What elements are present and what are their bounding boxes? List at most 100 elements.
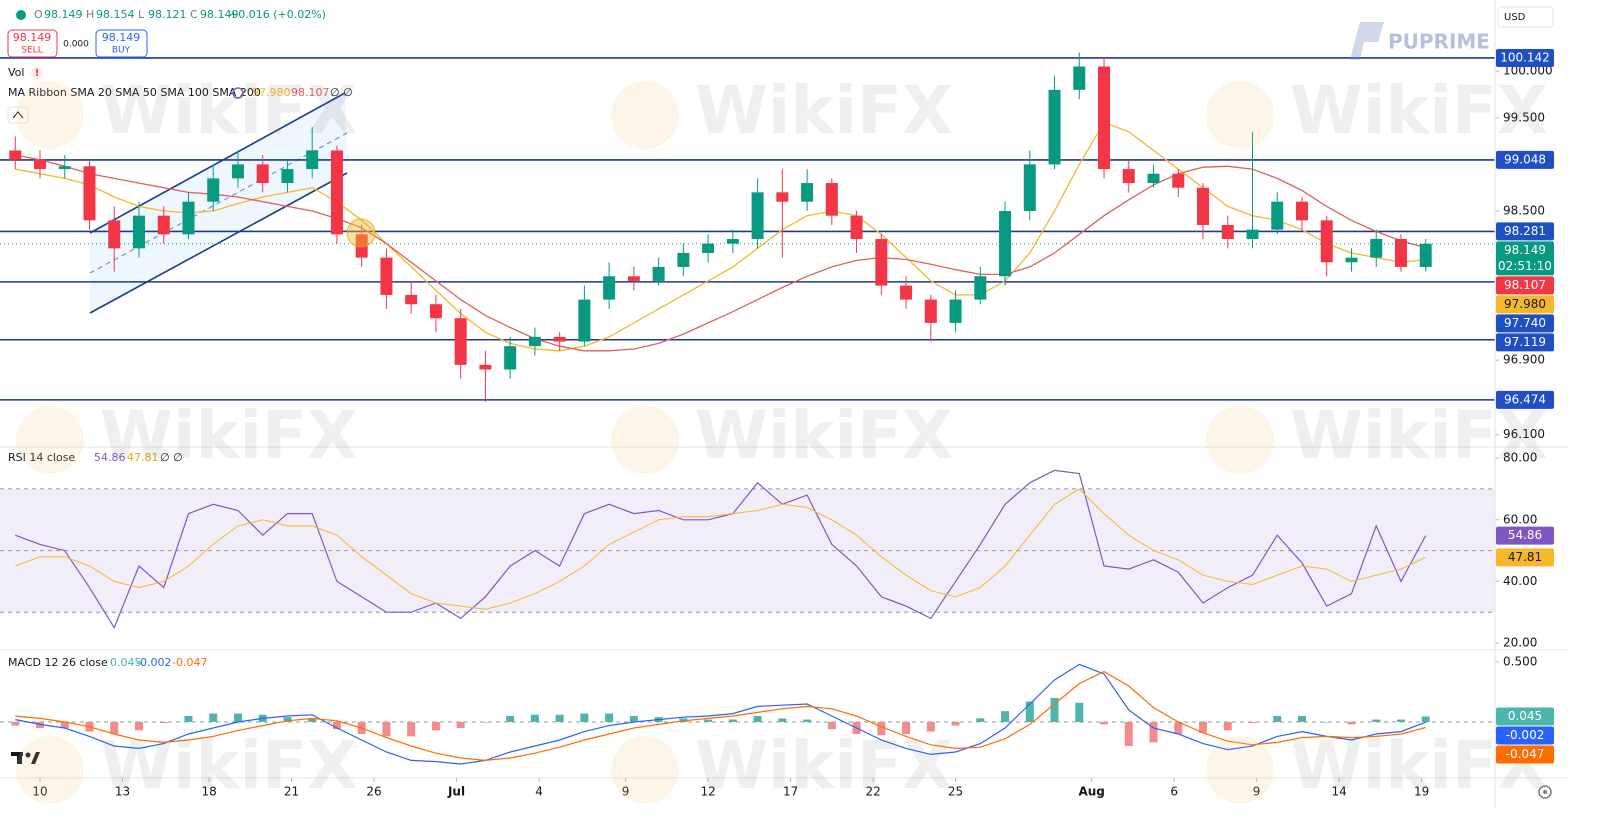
y-tick-label: 98.500	[1503, 204, 1545, 218]
candle-body	[875, 238, 888, 286]
histogram-bar	[1025, 701, 1034, 722]
watermark: WikiFX	[100, 72, 358, 149]
candle-body	[207, 178, 220, 202]
sell-button[interactable]	[7, 29, 58, 58]
buy-price: 98.149	[102, 31, 141, 44]
watermark-icon	[16, 81, 84, 149]
rsi-legend: RSI 14 close	[8, 451, 75, 464]
price-tag	[1496, 526, 1554, 545]
histogram-bar	[605, 713, 614, 722]
macd-legend-value: -0.002	[136, 656, 171, 669]
buy-button[interactable]	[95, 29, 148, 58]
x-tick-label: 18	[201, 785, 216, 799]
candle-body	[355, 234, 368, 258]
histogram-bar	[159, 721, 168, 724]
x-tick-label: 14	[1331, 785, 1346, 799]
candle-body	[603, 276, 616, 300]
ohlc-value: 98.149	[44, 8, 83, 21]
candle-body	[924, 299, 937, 323]
candle-body	[652, 266, 665, 281]
ohlc-label: O	[34, 8, 43, 21]
sell-price: 98.149	[13, 31, 52, 44]
candle-body	[1122, 169, 1135, 184]
histogram-bar	[11, 721, 20, 726]
histogram-bar	[1223, 721, 1232, 731]
histogram-bar	[506, 715, 515, 722]
y-tick-label: 99.500	[1503, 110, 1545, 124]
histogram-bar	[1174, 721, 1183, 734]
candle-body	[58, 166, 71, 170]
settings-icon[interactable]	[1538, 785, 1552, 799]
macd-line	[15, 663, 1426, 765]
price-tag	[1496, 222, 1554, 241]
x-tick-label: 4	[535, 785, 543, 799]
watermark-icon	[611, 736, 679, 804]
macd-legend-value: -0.047	[172, 656, 207, 669]
candle-body	[1295, 201, 1308, 221]
candle-body	[1370, 238, 1383, 258]
price-tag-label: 96.474	[1504, 392, 1546, 406]
channel-lower	[89, 172, 348, 314]
watermark: WikiFX	[695, 72, 953, 149]
collapse-button[interactable]	[7, 106, 29, 124]
histogram-bar	[1297, 715, 1306, 722]
histogram-bar	[1347, 721, 1356, 725]
histogram-bar	[283, 717, 292, 722]
y-tick-label: 0.500	[1503, 654, 1537, 668]
candle-body	[1172, 173, 1185, 188]
x-tick-label: Jul	[447, 785, 465, 799]
histogram-bar	[233, 713, 242, 722]
y-tick-label: 96.900	[1503, 353, 1545, 367]
warning-mark: !	[35, 68, 40, 79]
candle-body	[999, 211, 1012, 277]
watermark: WikiFX	[100, 397, 358, 474]
candle-body	[9, 150, 22, 160]
plot-area: 10 13 18 21 26 Jul 4 9 12 17 22 25 Aug 6 9 14 19 100.000 9…	[0, 52, 1553, 799]
x-tick-label: 26	[366, 785, 381, 799]
sell-label: SELL	[21, 46, 42, 56]
moving-average	[15, 154, 1426, 352]
price-tag	[1496, 333, 1554, 352]
histogram-bar	[1273, 715, 1282, 722]
y-tick-label: 40.00	[1503, 574, 1537, 588]
price-tag-label: 98.281	[1504, 224, 1546, 238]
price-tag-label: 98.149	[1504, 243, 1546, 257]
watermark-icon	[1206, 406, 1274, 474]
price-tag-label: 100.142	[1500, 50, 1550, 64]
brand: PUPRIME	[1388, 30, 1490, 54]
price-tag-label: 54.86	[1508, 528, 1542, 542]
watermark-icon	[1206, 81, 1274, 149]
y-tick-label: 96.100	[1503, 427, 1545, 441]
price-tag-label: 97.980	[1504, 297, 1546, 311]
y-tick-label: 100.000	[1503, 64, 1553, 78]
price-tag	[1496, 726, 1554, 745]
candle-body	[380, 257, 393, 295]
x-tick-label: 10	[32, 785, 47, 799]
histogram-bar	[926, 721, 935, 732]
channel-upper	[89, 92, 346, 234]
histogram-bar	[209, 713, 218, 722]
x-tick-label: 22	[865, 785, 880, 799]
candle-body	[454, 318, 467, 365]
candle-body	[231, 164, 244, 179]
histogram-bar	[679, 718, 688, 722]
histogram-bar	[1100, 721, 1109, 725]
spread: 0.000	[63, 40, 89, 50]
currency-box[interactable]	[1497, 6, 1554, 28]
macd-legend: MACD 12 26 close	[8, 656, 108, 669]
histogram-bar	[431, 721, 440, 731]
candle-body	[801, 183, 814, 202]
candle-body	[1394, 238, 1407, 267]
macd-legend-value: 0.045	[110, 656, 142, 669]
candle-body	[182, 201, 195, 235]
candle-body	[1073, 66, 1086, 90]
histogram-bar	[456, 721, 465, 728]
buy-label: BUY	[112, 46, 131, 56]
warning-icon[interactable]	[31, 67, 43, 79]
candle-body	[1048, 89, 1061, 165]
macd-line	[15, 670, 1426, 762]
candle-body	[553, 336, 566, 342]
